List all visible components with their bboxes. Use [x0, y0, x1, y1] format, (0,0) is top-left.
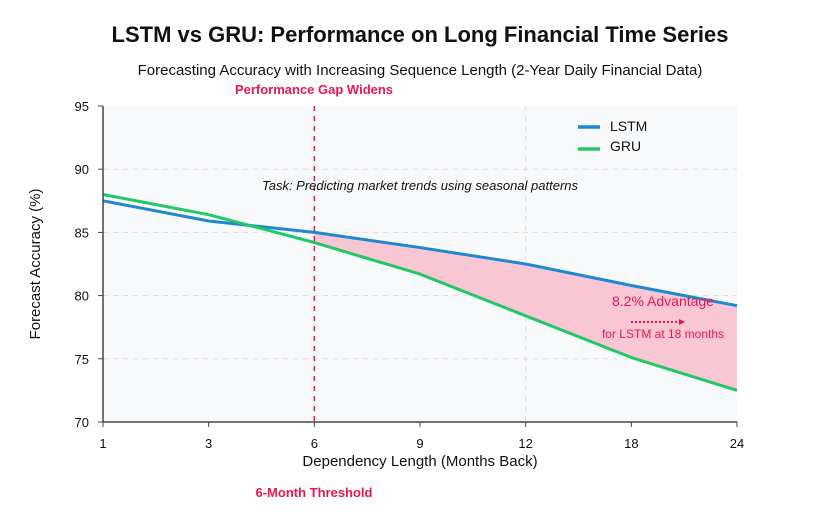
legend-label-gru: GRU	[610, 138, 641, 154]
advantage-sublabel: for LSTM at 18 months	[602, 327, 724, 341]
y-tick-label: 85	[75, 225, 89, 240]
x-tick-label: 3	[205, 436, 212, 451]
y-tick-label: 80	[75, 289, 89, 304]
chart-subtitle: Forecasting Accuracy with Increasing Seq…	[138, 62, 703, 79]
advantage-shaded-area	[314, 232, 737, 391]
legend-label-lstm: LSTM	[610, 118, 647, 134]
y-tick-label: 95	[75, 99, 89, 114]
y-tick-label: 75	[75, 352, 89, 367]
advantage-label: 8.2% Advantage	[612, 293, 714, 309]
x-tick-label: 18	[624, 436, 638, 451]
y-tick-label: 70	[75, 415, 89, 430]
y-axis-label: Forecast Accuracy (%)	[27, 189, 44, 340]
x-axis-label: Dependency Length (Months Back)	[302, 453, 537, 470]
series-line-lstm	[102, 199, 738, 308]
x-tick-label: 6	[311, 436, 318, 451]
series-line-gru	[102, 193, 738, 392]
x-tick-label: 1	[99, 436, 106, 451]
x-tick-label: 24	[730, 436, 744, 451]
advantage-arrow-icon	[679, 319, 685, 325]
task-annotation: Task: Predicting market trends using sea…	[262, 178, 579, 193]
x-tick-label: 9	[416, 436, 423, 451]
legend: LSTM GRU	[578, 118, 647, 154]
x-tick-label: 12	[518, 436, 532, 451]
y-tick-label: 90	[75, 162, 89, 177]
threshold-label: 6-Month Threshold	[256, 485, 373, 500]
chart-title: LSTM vs GRU: Performance on Long Financi…	[112, 22, 729, 47]
gap-widens-label: Performance Gap Widens	[235, 82, 393, 97]
